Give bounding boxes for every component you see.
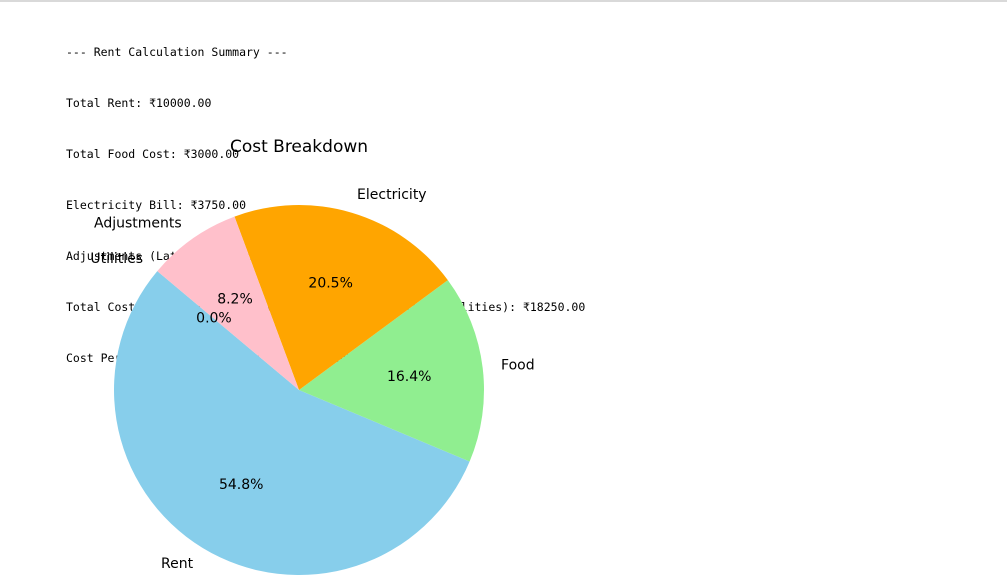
slice-percent-adjustments: 8.2% bbox=[217, 291, 253, 307]
chart-title: Cost Breakdown bbox=[230, 137, 368, 157]
slice-percent-rent: 54.8% bbox=[219, 477, 263, 493]
slice-label-utilities: Utilities bbox=[90, 251, 143, 267]
slice-label-adjustments: Adjustments bbox=[94, 216, 182, 232]
slice-label-electricity: Electricity bbox=[357, 187, 427, 203]
slice-label-rent: Rent bbox=[161, 556, 194, 572]
slice-percent-utilities: 0.0% bbox=[196, 311, 232, 327]
slice-percent-food: 16.4% bbox=[387, 369, 431, 385]
slice-percent-electricity: 20.5% bbox=[308, 276, 352, 292]
slice-label-food: Food bbox=[501, 358, 535, 374]
